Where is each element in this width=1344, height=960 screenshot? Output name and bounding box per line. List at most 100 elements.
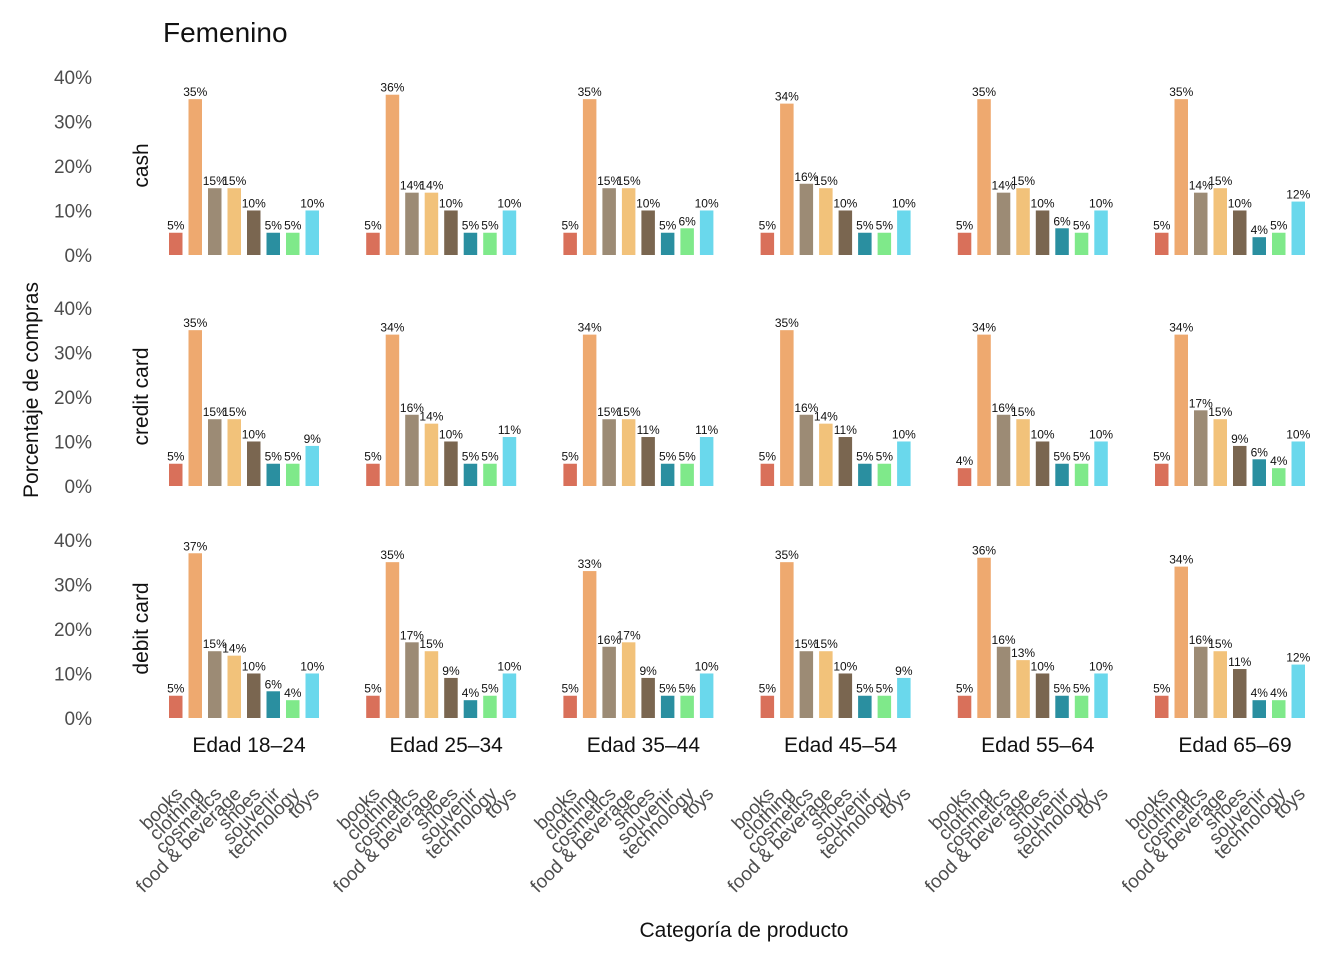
data-label: 5% — [856, 450, 874, 464]
data-label: 6% — [678, 214, 696, 228]
data-label: 35% — [972, 85, 996, 99]
data-label: 35% — [775, 316, 799, 330]
bar-toys — [305, 445, 319, 486]
bar-cosmetics — [996, 414, 1011, 486]
bar-cosmetics — [996, 646, 1011, 718]
data-label: 5% — [481, 219, 499, 233]
bar-technology — [286, 463, 300, 486]
data-label: 6% — [1251, 445, 1269, 459]
data-label: 15% — [1011, 405, 1035, 419]
data-label: 10% — [695, 196, 719, 210]
bar-shoes — [1233, 210, 1247, 255]
data-label: 35% — [775, 548, 799, 562]
bar-toys — [897, 210, 911, 255]
data-label: 10% — [300, 659, 324, 673]
y-tick-label: 30% — [54, 343, 92, 364]
data-label: 4% — [284, 686, 302, 700]
bar-toys — [305, 673, 319, 718]
data-label: 14% — [419, 410, 443, 424]
data-label: 5% — [1073, 450, 1091, 464]
bar-souvenir — [463, 700, 478, 718]
bar-cosmetics — [208, 188, 222, 255]
data-label: 17% — [400, 628, 424, 642]
data-label: 5% — [1073, 682, 1091, 696]
bar-technology — [1272, 700, 1286, 718]
data-label: 5% — [462, 450, 480, 464]
bar-books — [563, 695, 577, 718]
data-label: 5% — [1270, 219, 1288, 233]
data-label: 34% — [578, 321, 602, 335]
y-tick-label: 10% — [54, 432, 92, 453]
column-strip-label: Edad 65–69 — [1178, 734, 1291, 757]
bar-books — [169, 695, 183, 718]
data-label: 5% — [856, 219, 874, 233]
data-label: 10% — [242, 659, 266, 673]
data-label: 15% — [222, 405, 246, 419]
data-label: 4% — [1251, 686, 1269, 700]
data-label: 15% — [794, 637, 818, 651]
bar-books — [169, 232, 183, 255]
bar-food-beverage — [1213, 651, 1227, 718]
data-label: 10% — [1031, 196, 1055, 210]
data-label: 10% — [439, 196, 463, 210]
bar-shoes — [1035, 441, 1050, 486]
bar-cosmetics — [208, 419, 222, 486]
bar-clothing — [977, 334, 991, 486]
data-label: 16% — [1189, 633, 1213, 647]
data-label: 10% — [833, 659, 857, 673]
data-label: 10% — [1228, 196, 1252, 210]
bar-clothing — [1174, 566, 1188, 718]
data-label: 10% — [1089, 659, 1113, 673]
data-label: 5% — [1053, 450, 1071, 464]
bar-souvenir — [1055, 463, 1069, 486]
data-label: 10% — [300, 196, 324, 210]
bar-clothing — [1174, 334, 1188, 486]
y-tick-label: 30% — [54, 575, 92, 596]
data-label: 15% — [1208, 174, 1232, 188]
bar-technology — [680, 463, 694, 486]
bar-technology — [877, 232, 892, 255]
y-tick-label: 40% — [54, 299, 92, 320]
bar-clothing — [385, 94, 400, 255]
data-label: 4% — [956, 454, 974, 468]
data-label: 9% — [895, 664, 913, 678]
data-label: 5% — [1073, 219, 1091, 233]
data-label: 14% — [992, 179, 1016, 193]
data-label: 5% — [462, 219, 480, 233]
bar-cosmetics — [799, 183, 814, 255]
data-label: 16% — [597, 633, 621, 647]
data-label: 36% — [380, 81, 404, 95]
bar-toys — [502, 210, 517, 255]
bar-clothing — [188, 553, 202, 718]
data-label: 34% — [972, 321, 996, 335]
bar-books — [1155, 232, 1169, 255]
chart-title: Femenino — [163, 17, 288, 48]
data-label: 5% — [364, 219, 382, 233]
bar-books — [1155, 463, 1169, 486]
data-label: 4% — [1270, 686, 1288, 700]
bar-cosmetics — [1194, 646, 1208, 718]
bar-toys — [305, 210, 319, 255]
data-label: 5% — [167, 450, 185, 464]
bar-souvenir — [858, 463, 872, 486]
bar-technology — [286, 232, 300, 255]
bar-toys — [699, 437, 714, 486]
data-label: 5% — [265, 219, 283, 233]
bar-clothing — [385, 562, 400, 718]
bar-souvenir — [266, 463, 280, 486]
column-strip-label: Edad 18–24 — [192, 734, 306, 757]
bar-clothing — [188, 99, 202, 256]
bar-shoes — [444, 677, 458, 718]
data-label: 33% — [578, 557, 602, 571]
data-label: 10% — [833, 196, 857, 210]
data-label: 34% — [1169, 553, 1193, 567]
data-label: 5% — [678, 450, 696, 464]
data-label: 5% — [678, 682, 696, 696]
bar-clothing — [780, 562, 794, 718]
bar-shoes — [641, 677, 655, 718]
bar-clothing — [977, 99, 991, 256]
bar-books — [366, 695, 380, 718]
data-label: 10% — [636, 196, 660, 210]
y-tick-label: 0% — [65, 709, 93, 730]
bar-food-beverage — [227, 188, 241, 255]
